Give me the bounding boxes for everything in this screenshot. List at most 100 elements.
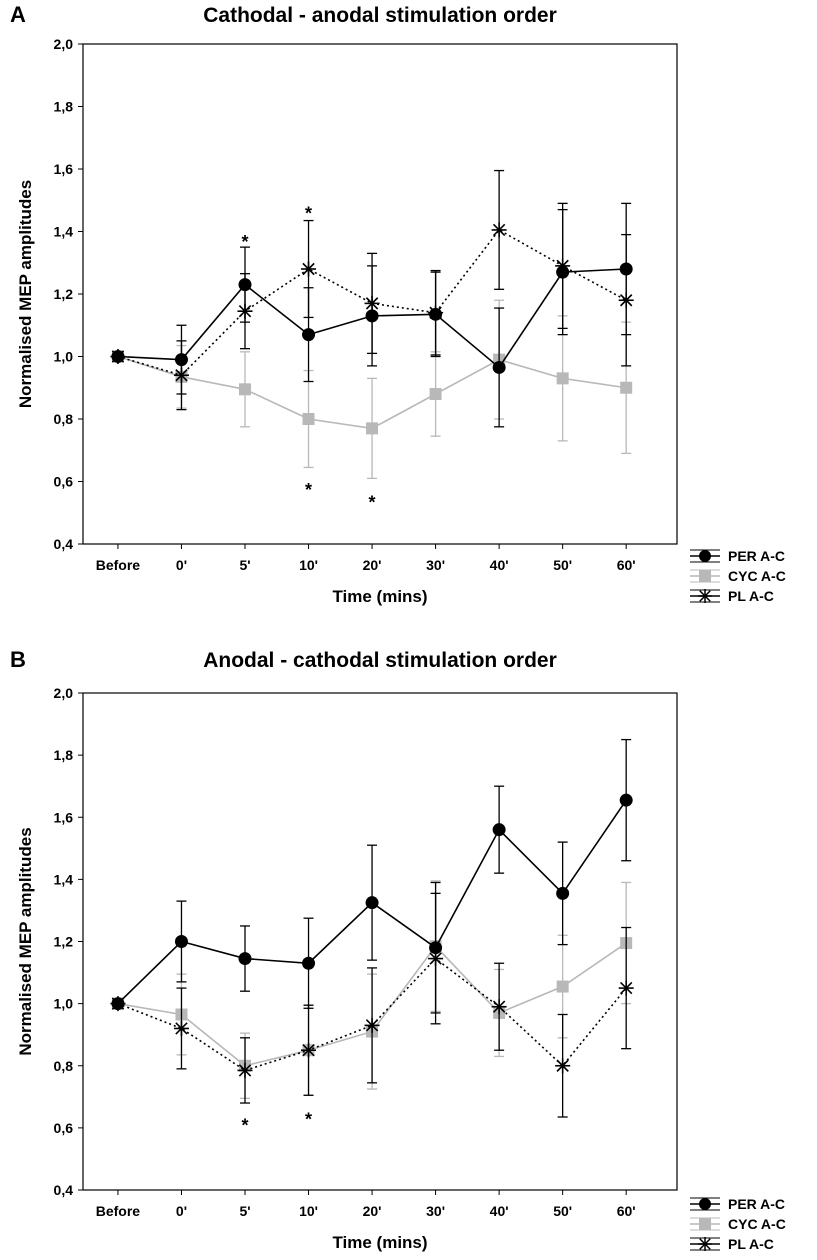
legend-label: PER A-C	[728, 1196, 785, 1212]
legend-label: PL A-C	[728, 588, 774, 604]
x-tick-label: 30'	[426, 557, 445, 573]
x-tick-label: 10'	[299, 557, 318, 573]
data-point	[238, 952, 252, 966]
significance-annotation: *	[369, 493, 376, 513]
legend-item: PER A-C	[690, 1196, 785, 1212]
y-tick-label: 0,8	[54, 1058, 74, 1074]
x-tick-label: 40'	[490, 1203, 509, 1219]
legend-item: PER A-C	[690, 548, 785, 564]
data-point	[237, 1062, 253, 1078]
legend-item: CYC A-C	[690, 1216, 786, 1232]
series-per-a-c	[111, 738, 633, 1014]
x-tick-label: 30'	[426, 1203, 445, 1219]
x-axis-label: Time (mins)	[332, 1233, 427, 1252]
chart-panel-b: B Anodal - cathodal stimulation order 0,4 0…	[10, 647, 786, 1252]
data-point	[174, 353, 188, 367]
data-point	[619, 262, 633, 276]
series-line	[117, 228, 627, 377]
y-tick-label: 2,0	[54, 36, 74, 52]
x-tick-label: 0'	[176, 1203, 187, 1219]
data-point	[301, 261, 317, 277]
legend-marker	[698, 1237, 712, 1251]
data-point	[365, 896, 379, 910]
data-point	[618, 980, 634, 996]
data-point	[239, 383, 251, 396]
data-point	[302, 413, 315, 425]
y-tick-label: 1,4	[54, 224, 74, 240]
x-tick-label: 5'	[239, 1203, 250, 1219]
legend-marker	[699, 570, 711, 582]
data-point	[556, 886, 570, 900]
chart-title: Anodal - cathodal stimulation order	[203, 649, 557, 672]
chart-title: Cathodal - anodal stimulation order	[203, 4, 557, 27]
data-point	[491, 999, 507, 1015]
data-point	[429, 941, 443, 955]
legend-marker	[698, 589, 712, 603]
legend-marker	[699, 550, 711, 562]
data-point	[556, 372, 569, 385]
data-point	[619, 793, 633, 807]
plot-frame	[82, 43, 678, 545]
y-axis-label: Normalised MEP amplitudes	[16, 827, 35, 1055]
data-point	[366, 422, 379, 435]
series-per-a-c	[111, 202, 633, 428]
x-axis-label: Time (mins)	[332, 587, 427, 606]
data-point	[491, 222, 507, 238]
significance-annotation: *	[241, 232, 248, 252]
plot-frame	[82, 692, 678, 1191]
significance-annotation: *	[305, 204, 312, 224]
x-tick-label: 60'	[617, 557, 636, 573]
data-point	[302, 956, 316, 970]
y-tick-label: 2,0	[54, 685, 74, 701]
data-point	[364, 1017, 380, 1033]
data-point	[429, 307, 443, 321]
legend-item: PL A-C	[690, 1236, 774, 1252]
y-tick-label: 1,8	[54, 747, 74, 763]
x-tick-label: Before	[96, 557, 141, 573]
data-point	[429, 388, 442, 400]
legend-label: CYC A-C	[728, 1216, 786, 1232]
y-tick-label: 1,8	[54, 99, 74, 115]
data-point	[302, 328, 316, 342]
panel-letter: A	[10, 2, 26, 27]
y-tick-label: 0,6	[54, 474, 74, 490]
y-tick-label: 1,2	[54, 934, 74, 950]
data-point	[111, 997, 125, 1011]
y-tick-label: 0,4	[54, 536, 74, 552]
legend-label: CYC A-C	[728, 568, 786, 584]
x-tick-label: 50'	[553, 1203, 572, 1219]
chart-panel-a: A Cathodal - anodal stimulation order 0,4 0…	[10, 2, 786, 606]
legend: PER A-C CYC A-C PL A-C	[690, 548, 786, 604]
data-point	[492, 360, 506, 374]
legend: PER A-C CYC A-C PL A-C	[690, 1196, 786, 1252]
legend-marker	[699, 1198, 711, 1210]
y-tick-label: 1,2	[54, 286, 74, 302]
data-point	[173, 1020, 189, 1036]
legend-label: PL A-C	[728, 1236, 774, 1252]
x-tick-label: 40'	[490, 557, 509, 573]
x-tick-label: Before	[96, 1203, 141, 1219]
data-point	[556, 265, 570, 279]
legend-label: PER A-C	[728, 548, 785, 564]
y-tick-label: 0,4	[54, 1182, 74, 1198]
data-point	[174, 935, 188, 948]
significance-annotation: *	[305, 1109, 312, 1129]
x-tick-label: 10'	[299, 1203, 318, 1219]
x-tick-label: 0'	[176, 557, 187, 573]
y-tick-label: 1,4	[54, 871, 74, 887]
x-tick-label: 5'	[239, 557, 250, 573]
y-tick-label: 1,6	[54, 161, 74, 177]
legend-marker	[699, 1218, 711, 1230]
y-tick-label: 0,8	[54, 411, 74, 427]
y-tick-label: 0,6	[54, 1120, 74, 1136]
legend-item: CYC A-C	[690, 568, 786, 584]
data-point	[556, 980, 569, 993]
legend-item: PL A-C	[690, 588, 774, 604]
y-tick-label: 1,0	[54, 996, 74, 1012]
panel-letter: B	[10, 647, 26, 672]
data-point	[301, 1042, 317, 1058]
significance-annotation: *	[305, 480, 312, 500]
x-tick-label: 20'	[363, 557, 382, 573]
y-tick-label: 1,0	[54, 349, 74, 365]
